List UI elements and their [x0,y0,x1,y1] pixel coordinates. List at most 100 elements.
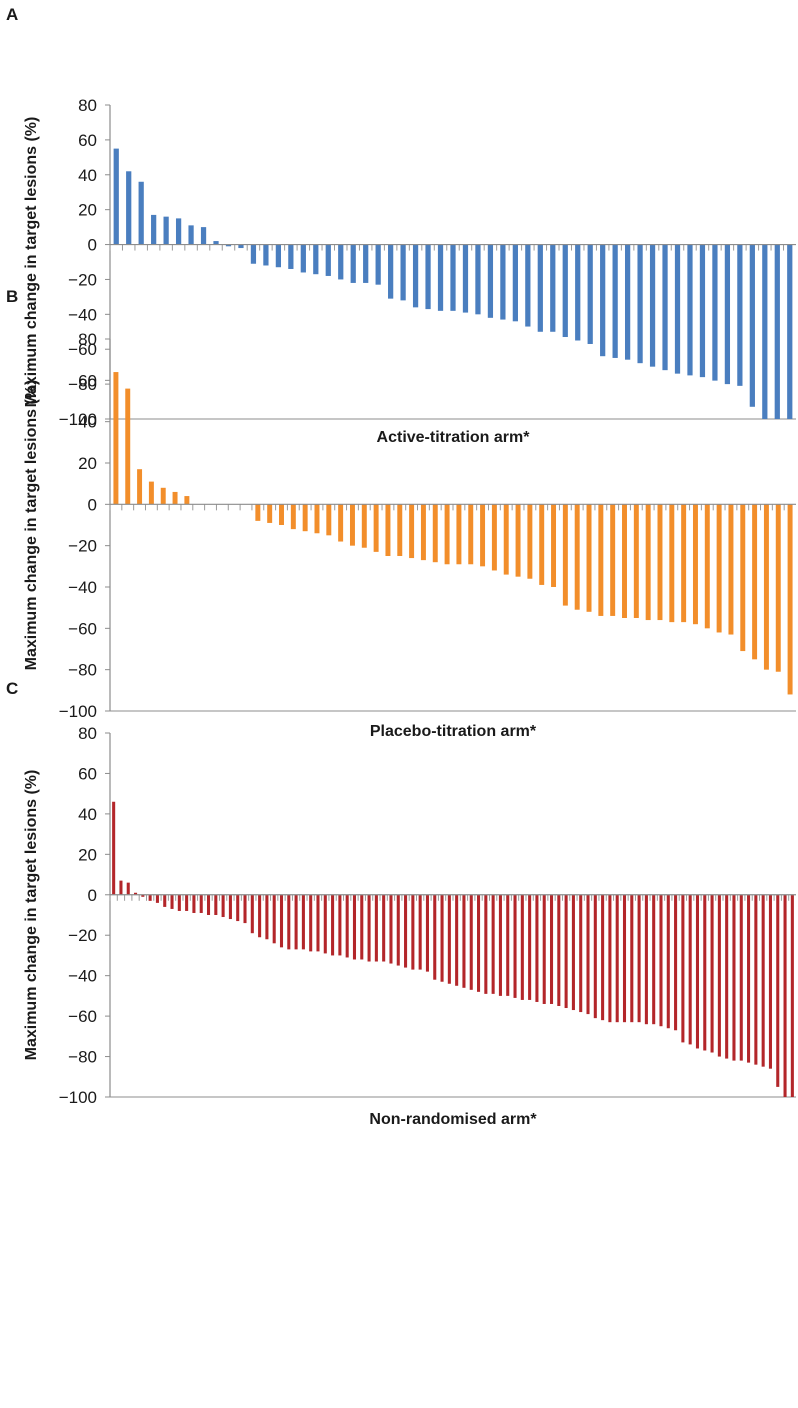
bar [491,504,497,571]
bar [126,882,130,895]
bar [349,504,355,546]
bar [258,894,262,938]
bar [137,469,143,505]
y-tick-label: 20 [78,454,97,473]
bar [662,244,668,371]
panel-label: B [6,287,18,306]
bar [396,894,400,966]
bar [170,894,174,909]
y-tick-label: 80 [78,330,97,349]
bar [316,894,320,952]
bar [302,504,308,532]
bar [598,504,604,616]
y-tick-label: −60 [68,340,97,359]
bar [455,894,459,986]
chart-panel-b: B 80 60 40 20 0 −20 −40 −60 −80 −100 Placebo-titrat… [6,287,796,740]
bar [119,880,123,895]
y-axis-title: Maximum change in target lesions (%) [23,770,40,1061]
bar [214,894,218,915]
bar [574,504,580,610]
bar [326,504,332,536]
bar [469,894,473,990]
bar [125,388,131,505]
bar [787,244,793,419]
bar [440,894,444,982]
bar [657,504,663,621]
bar [503,504,509,575]
bar [138,181,144,245]
bar [345,894,349,958]
bar [637,244,643,364]
bar [498,894,502,996]
bar [338,894,342,956]
bar [571,894,575,1011]
y-tick-label: −60 [68,619,97,638]
bar [192,894,196,913]
bar [238,244,244,249]
bar [790,894,794,1097]
bar [480,504,486,567]
bar [692,504,698,625]
bar [487,244,494,318]
bar [515,504,521,577]
bar [687,244,693,376]
y-tick-label: 60 [78,131,97,150]
bar [610,504,616,616]
bar [637,894,641,1023]
y-tick-label: −20 [68,926,97,945]
bar [579,894,583,1013]
y-tick-label: 40 [78,413,97,432]
bar [404,894,408,968]
bar [113,148,119,245]
bar [740,504,746,652]
bar [624,244,631,360]
bar [388,244,394,299]
bar [630,894,634,1023]
y-tick-label: −80 [68,375,97,394]
bar [184,496,190,505]
y-tick-label: 40 [78,805,97,824]
bar [236,894,240,922]
bar [363,244,369,283]
bar [331,894,335,956]
bar [412,244,419,308]
bar [155,894,159,903]
bar [762,244,768,419]
panel-label: C [6,679,18,698]
bar [737,244,743,386]
y-tick-label: −80 [68,1048,97,1067]
y-tick-label: −20 [68,270,97,289]
bar [528,894,532,1000]
bar [221,894,225,918]
bar [411,894,415,970]
x-axis-title: Placebo-titration arm* [370,723,537,740]
bar [243,894,247,924]
bar [674,894,678,1031]
bar [263,244,269,266]
chart-panel-c: C 80 60 40 20 0 −20 −40 −60 −80 −100 Non-randomised… [6,679,796,1128]
bar [537,244,543,332]
y-tick-label: 0 [88,886,97,905]
y-tick-label: −40 [68,578,97,597]
bar [717,894,721,1057]
bar [775,504,781,672]
bar [725,894,729,1059]
bar [633,504,639,618]
bar [557,894,561,1006]
bar [309,894,313,952]
bar [549,894,554,1004]
bar [418,894,422,970]
bar [397,504,403,556]
y-tick-label: 80 [78,96,97,115]
bar [160,487,166,505]
bar [314,504,320,534]
bar [425,244,431,310]
bar [213,241,219,245]
bar [761,894,765,1067]
bar [400,244,406,301]
bar [172,491,178,505]
bar [601,894,605,1021]
bar [586,894,590,1015]
bar [389,894,393,964]
bar [352,894,357,960]
